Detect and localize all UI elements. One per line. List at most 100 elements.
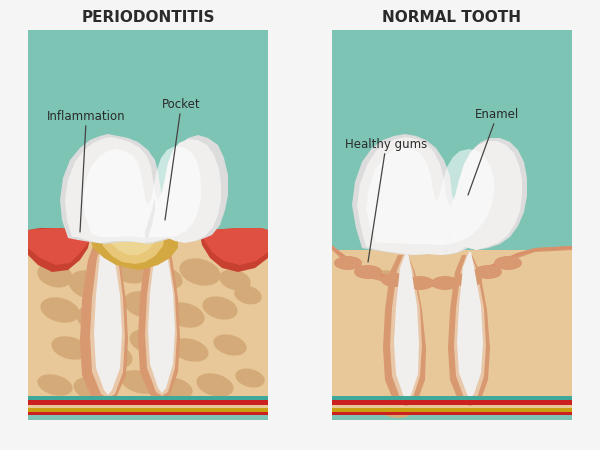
Ellipse shape — [234, 286, 262, 304]
Ellipse shape — [121, 370, 160, 394]
Polygon shape — [332, 245, 572, 287]
Polygon shape — [28, 409, 268, 415]
Ellipse shape — [418, 347, 458, 373]
Ellipse shape — [166, 302, 205, 328]
Ellipse shape — [340, 317, 380, 343]
Ellipse shape — [520, 274, 551, 296]
Polygon shape — [390, 253, 422, 403]
Ellipse shape — [533, 386, 563, 405]
Polygon shape — [28, 235, 268, 415]
Ellipse shape — [377, 320, 424, 350]
Ellipse shape — [202, 297, 238, 320]
Ellipse shape — [88, 341, 133, 369]
Polygon shape — [28, 400, 268, 405]
Polygon shape — [357, 137, 522, 255]
Ellipse shape — [474, 265, 502, 279]
Ellipse shape — [220, 270, 251, 291]
Polygon shape — [94, 238, 122, 395]
Polygon shape — [28, 228, 90, 272]
Ellipse shape — [376, 358, 421, 386]
Polygon shape — [138, 238, 180, 400]
Text: Inflammation: Inflammation — [47, 110, 125, 232]
Ellipse shape — [457, 353, 494, 377]
Ellipse shape — [494, 256, 522, 270]
Ellipse shape — [110, 256, 149, 284]
Polygon shape — [332, 250, 572, 415]
Polygon shape — [332, 396, 572, 400]
Ellipse shape — [418, 306, 461, 334]
Polygon shape — [332, 246, 572, 284]
Ellipse shape — [68, 270, 112, 300]
Ellipse shape — [368, 270, 412, 300]
Polygon shape — [60, 134, 228, 244]
Polygon shape — [332, 250, 572, 415]
Ellipse shape — [431, 276, 459, 290]
Ellipse shape — [334, 389, 370, 411]
Ellipse shape — [179, 258, 221, 286]
Polygon shape — [332, 408, 572, 412]
Ellipse shape — [37, 262, 73, 288]
Text: NORMAL TOOTH: NORMAL TOOTH — [383, 10, 521, 26]
Ellipse shape — [341, 356, 379, 380]
Ellipse shape — [157, 377, 193, 399]
Polygon shape — [145, 198, 155, 238]
Ellipse shape — [499, 351, 532, 373]
Ellipse shape — [415, 386, 455, 410]
Ellipse shape — [406, 276, 434, 290]
Polygon shape — [148, 238, 175, 393]
Polygon shape — [28, 408, 268, 412]
Ellipse shape — [381, 273, 409, 287]
Polygon shape — [366, 147, 494, 245]
Ellipse shape — [448, 280, 482, 304]
Ellipse shape — [460, 315, 500, 341]
Polygon shape — [80, 238, 128, 402]
Polygon shape — [446, 210, 453, 252]
Ellipse shape — [371, 392, 413, 418]
Ellipse shape — [124, 291, 167, 319]
Polygon shape — [65, 137, 221, 243]
Polygon shape — [454, 253, 486, 403]
Text: PERIODONTITIS: PERIODONTITIS — [81, 10, 215, 26]
Ellipse shape — [491, 388, 529, 412]
Ellipse shape — [235, 369, 265, 387]
Ellipse shape — [214, 334, 247, 356]
Ellipse shape — [452, 392, 488, 414]
Ellipse shape — [334, 256, 362, 270]
Polygon shape — [145, 238, 177, 396]
Polygon shape — [90, 213, 178, 270]
Ellipse shape — [502, 310, 538, 333]
Ellipse shape — [196, 374, 233, 397]
Polygon shape — [202, 228, 268, 265]
Ellipse shape — [454, 273, 482, 287]
Polygon shape — [394, 252, 419, 400]
Polygon shape — [332, 409, 572, 415]
Ellipse shape — [52, 336, 89, 360]
Polygon shape — [200, 228, 268, 272]
Text: Healthy gums: Healthy gums — [345, 138, 427, 262]
Polygon shape — [352, 134, 527, 255]
Ellipse shape — [77, 305, 124, 335]
Ellipse shape — [479, 274, 521, 302]
Polygon shape — [332, 400, 572, 405]
Ellipse shape — [541, 301, 569, 320]
Polygon shape — [83, 146, 201, 238]
Polygon shape — [90, 238, 125, 398]
Polygon shape — [383, 255, 426, 406]
Ellipse shape — [172, 338, 209, 362]
Text: Pocket: Pocket — [162, 98, 200, 220]
Polygon shape — [448, 255, 490, 406]
Ellipse shape — [148, 266, 182, 290]
Ellipse shape — [40, 297, 80, 323]
Polygon shape — [28, 228, 90, 265]
Polygon shape — [332, 30, 572, 420]
Polygon shape — [100, 215, 165, 264]
Ellipse shape — [74, 377, 116, 403]
Polygon shape — [457, 252, 483, 399]
Ellipse shape — [337, 278, 373, 302]
Ellipse shape — [130, 329, 170, 355]
Ellipse shape — [37, 374, 73, 396]
Text: Enamel: Enamel — [468, 108, 519, 195]
Polygon shape — [28, 30, 268, 420]
Polygon shape — [108, 217, 158, 255]
Ellipse shape — [354, 265, 382, 279]
